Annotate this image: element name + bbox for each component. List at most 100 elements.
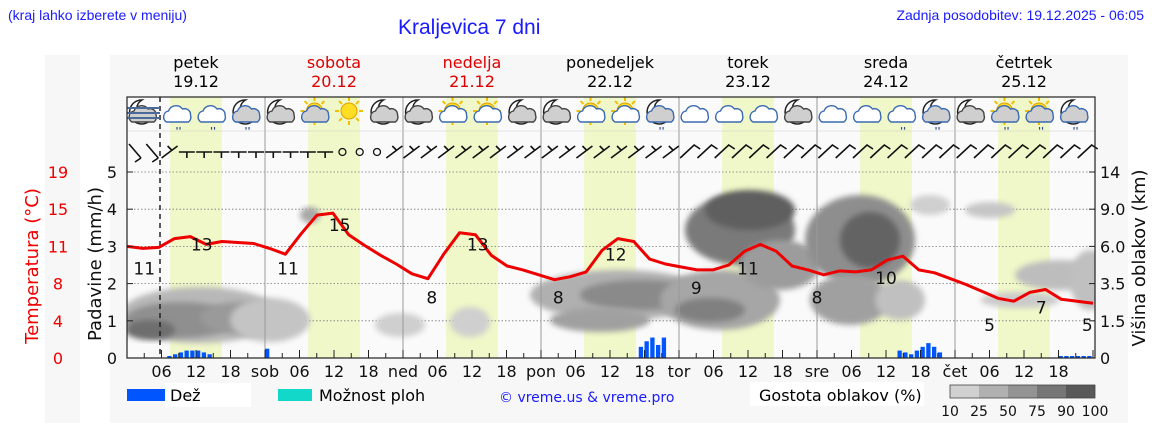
- x-tick-label: 06: [703, 362, 723, 381]
- mooncloud-icon: [404, 99, 434, 125]
- temp-label: 13: [191, 236, 213, 256]
- cloud-density-scale: 10 25 50 75 90 100: [941, 384, 1109, 420]
- temperature-axis-label: Temperatura (°C): [22, 188, 43, 345]
- temp-axis-panel: [45, 55, 80, 423]
- moonrain-icon: '': [231, 99, 261, 137]
- cloud-icon: [818, 105, 848, 123]
- svg-text:2: 2: [107, 275, 117, 294]
- day-name: torek: [727, 53, 769, 72]
- day-header-2: nedelja 21.12: [412, 53, 532, 91]
- temp-label: 5: [984, 316, 995, 336]
- x-tick-label: sre: [805, 362, 829, 381]
- x-axis-ticks: 06 12 18 sob 06 12 18 ned 06 12 18 pon 06 12 18 tor 06 12…: [126, 350, 1094, 381]
- page-title: Kraljevica 7 dni: [398, 16, 541, 39]
- x-tick-label: 18: [634, 362, 654, 381]
- mooncloud-icon: [783, 99, 813, 125]
- x-tick-label: 18: [496, 362, 516, 381]
- svg-text:75: 75: [1028, 404, 1046, 420]
- x-tick-label: 06: [427, 362, 447, 381]
- temp-label: 11: [277, 259, 299, 279]
- daylight-bands: [170, 97, 1050, 358]
- sunny-icon: [300, 97, 330, 125]
- day-date: 24.12: [863, 72, 909, 91]
- x-tick-label: 18: [772, 362, 792, 381]
- x-tick-label: 12: [462, 362, 482, 381]
- day-name: četrtek: [995, 53, 1053, 72]
- day-header-4: torek 23.12: [688, 53, 808, 91]
- x-tick-label: 12: [600, 362, 620, 381]
- location-hint[interactable]: (kraj lahko izberete v meniju): [8, 7, 187, 23]
- sunpart-icon: [438, 97, 468, 125]
- svg-text:'': '': [175, 126, 181, 137]
- day-name: sreda: [863, 53, 909, 72]
- day-header-3: ponedeljek 22.12: [550, 53, 670, 91]
- svg-text:'': '': [1038, 126, 1044, 137]
- svg-text:3.5: 3.5: [1100, 275, 1125, 294]
- svg-text:8: 8: [53, 275, 63, 294]
- day-header-5: sreda 24.12: [826, 53, 946, 91]
- x-tick-label: 06: [979, 362, 999, 381]
- x-tick-label: 12: [186, 362, 206, 381]
- x-tick-label: 18: [358, 362, 378, 381]
- cloud-height-axis-label: Višina oblakov (km): [1129, 169, 1150, 346]
- svg-text:'': '': [244, 126, 250, 137]
- svg-text:'': '': [658, 126, 664, 137]
- temperature-labels: 11 13 11 15 8 13 8 12 9 11 8 10 5 7 5: [133, 216, 1092, 336]
- copyright-link[interactable]: © vreme.us & vreme.pro: [499, 390, 674, 406]
- x-tick-label: 12: [738, 362, 758, 381]
- x-tick-label: 12: [876, 362, 896, 381]
- svg-text:50: 50: [999, 404, 1017, 420]
- temp-label: 8: [812, 289, 823, 309]
- sunpart-icon: [473, 97, 503, 125]
- svg-text:'': '': [1003, 126, 1009, 137]
- x-tick-label: 06: [289, 362, 309, 381]
- x-tick-label: pon: [526, 362, 556, 381]
- mooncloud-icon: [507, 99, 537, 125]
- temp-label: 10: [875, 269, 897, 289]
- x-tick-label: 12: [1014, 362, 1034, 381]
- plot-frame: [126, 96, 1096, 359]
- svg-text:1: 1: [107, 312, 117, 331]
- svg-text:100: 100: [1082, 404, 1109, 420]
- mooncloud-icon: [369, 99, 399, 125]
- moonrain-icon: '': [921, 99, 951, 137]
- x-tick-label: 18: [220, 362, 240, 381]
- day-separators: [127, 97, 1095, 358]
- temp-label: 11: [737, 259, 759, 279]
- day-header-0: petek 19.12: [136, 53, 256, 91]
- cloud-icon: [749, 105, 779, 123]
- x-tick-label: tor: [668, 362, 691, 381]
- temp-label: 8: [426, 289, 437, 309]
- day-date: 22.12: [587, 72, 633, 91]
- sunrain-icon: '': [990, 97, 1020, 137]
- temp-label: 7: [1036, 298, 1047, 318]
- day-date: 19.12: [173, 72, 219, 91]
- precipitation-bars: [167, 337, 1092, 358]
- moonrain-icon: '': [645, 99, 675, 137]
- day-name: petek: [173, 53, 219, 72]
- storm-legend-label: Možnost ploh: [319, 386, 425, 405]
- cloud-density-layer: [127, 190, 1095, 343]
- precipitation-axis-label: Padavine (mm/h): [85, 187, 106, 341]
- day-date: 23.12: [725, 72, 771, 91]
- svg-text:4: 4: [53, 312, 63, 331]
- svg-text:4: 4: [107, 200, 117, 219]
- cloud-density-legend-label: Gostota oblakov (%): [759, 386, 922, 405]
- day-name: nedelja: [442, 53, 502, 72]
- storm-legend-swatch: [278, 389, 312, 401]
- svg-text:3: 3: [107, 237, 117, 256]
- day-name: ponedeljek: [566, 53, 654, 72]
- svg-text:0: 0: [107, 349, 117, 368]
- x-tick-label: 12: [324, 362, 344, 381]
- svg-text:15: 15: [48, 200, 68, 219]
- wind-barbs: [128, 143, 1099, 163]
- svg-text:10: 10: [941, 404, 959, 420]
- day-header-1: sobota 20.12: [274, 53, 394, 91]
- x-tick-label: 06: [565, 362, 585, 381]
- temp-label: 11: [133, 259, 155, 279]
- sun-icon: [335, 97, 363, 125]
- rain-legend-swatch: [127, 389, 174, 401]
- day-date: 25.12: [1001, 72, 1047, 91]
